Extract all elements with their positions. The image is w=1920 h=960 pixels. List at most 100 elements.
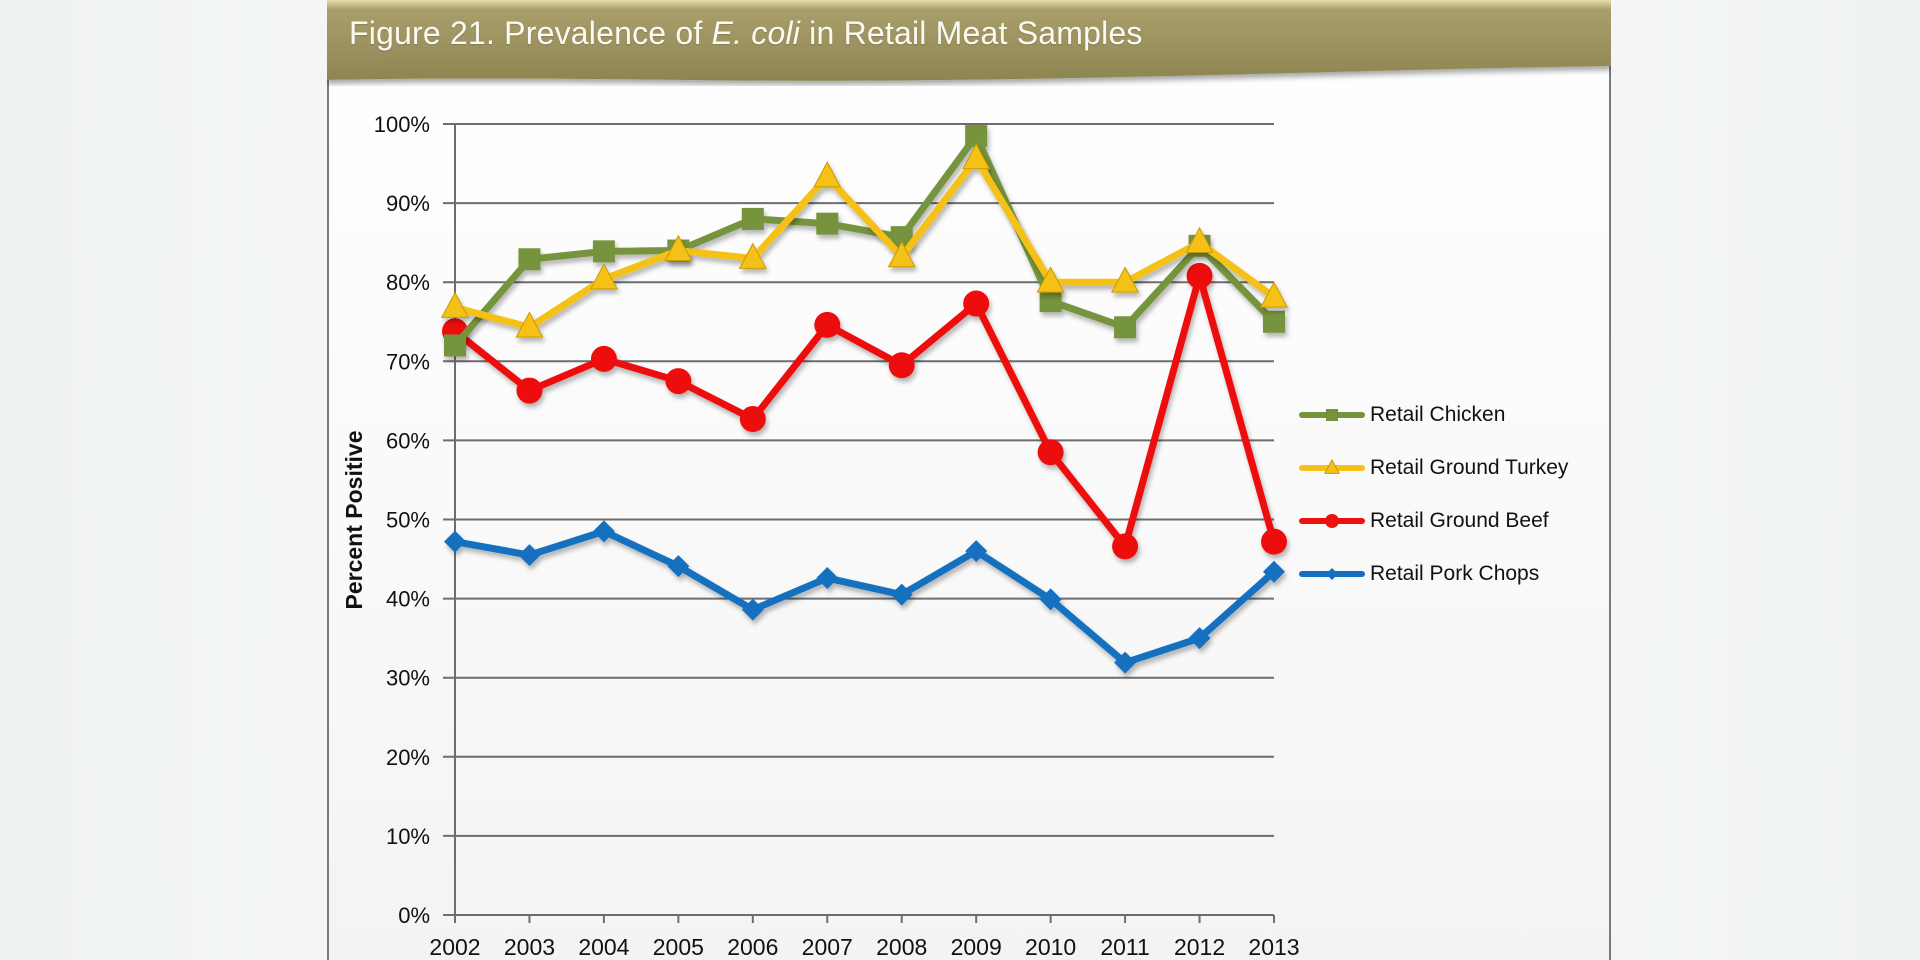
- data-point: [741, 598, 764, 621]
- x-tick-label: 2003: [504, 934, 555, 960]
- data-point: [444, 334, 466, 357]
- data-point: [1112, 533, 1139, 560]
- data-point: [444, 530, 466, 553]
- data-point: [592, 240, 615, 263]
- data-point: [1263, 560, 1285, 583]
- legend-item: Retail Ground Turkey: [1298, 441, 1618, 494]
- data-point: [589, 263, 618, 290]
- legend-item: Retail Chicken: [1298, 388, 1618, 441]
- y-tick-label: 60%: [386, 428, 430, 453]
- legend-label: Retail Ground Beef: [1370, 508, 1549, 532]
- legend-marker: [1326, 408, 1338, 421]
- y-tick-label: 50%: [386, 508, 430, 533]
- legend-swatch: [1299, 567, 1365, 580]
- data-point: [1114, 651, 1137, 674]
- legend-label: Retail Ground Turkey: [1370, 455, 1569, 479]
- data-point: [667, 555, 690, 578]
- y-tick-label: 80%: [386, 270, 430, 295]
- series-retail-pork-chops: [444, 520, 1285, 674]
- data-point: [739, 406, 766, 433]
- series-retail-ground-beef: [442, 262, 1287, 560]
- legend-swatch: [1299, 408, 1365, 421]
- x-tick-label: 2009: [951, 934, 1002, 960]
- x-tick-label: 2004: [578, 934, 629, 960]
- data-point: [1188, 627, 1211, 650]
- legend-marker: [1323, 458, 1341, 474]
- data-point: [1036, 266, 1065, 293]
- y-tick-label: 10%: [386, 824, 430, 849]
- figure-title: Figure 21. Prevalence of E. coli in Reta…: [349, 8, 1143, 58]
- data-point: [816, 567, 839, 590]
- data-point: [1039, 290, 1062, 313]
- legend-label: Retail Pork Chops: [1370, 561, 1540, 585]
- data-point: [1259, 281, 1289, 308]
- x-tick-label: 2012: [1174, 934, 1225, 960]
- data-point: [1111, 266, 1140, 293]
- data-point: [518, 544, 541, 567]
- legend-label: Retail Chicken: [1370, 402, 1506, 426]
- data-point: [518, 248, 541, 271]
- data-point: [741, 207, 764, 230]
- series-line: [452, 272, 1278, 550]
- data-point: [665, 368, 692, 395]
- data-point: [516, 377, 543, 404]
- title-suffix: in Retail Meat Samples: [800, 15, 1143, 51]
- data-point: [813, 161, 842, 188]
- legend-item: Retail Pork Chops: [1298, 547, 1618, 600]
- legend-marker: [1326, 567, 1338, 580]
- y-tick-label: 100%: [374, 112, 430, 137]
- data-point: [1039, 588, 1062, 611]
- x-tick-label: 2007: [802, 934, 853, 960]
- data-point: [890, 583, 913, 606]
- data-point: [515, 311, 544, 338]
- data-point: [816, 212, 839, 235]
- data-point: [888, 352, 915, 379]
- y-tick-label: 30%: [386, 666, 430, 691]
- data-point: [965, 124, 988, 147]
- data-point: [965, 540, 988, 563]
- data-point: [590, 345, 617, 372]
- series-retail-ground-turkey: [440, 142, 1289, 338]
- legend-item: Retail Ground Beef: [1298, 494, 1618, 547]
- data-point: [963, 290, 990, 317]
- data-point: [440, 291, 470, 318]
- y-axis-label: Percent Positive: [341, 431, 367, 610]
- data-point: [1114, 316, 1137, 339]
- x-tick-label: 2013: [1248, 934, 1299, 960]
- series-retail-chicken: [444, 124, 1285, 357]
- title-italic-organism: E. coli: [711, 15, 801, 51]
- data-point: [962, 142, 991, 170]
- series-line: [454, 527, 1277, 667]
- x-tick-label: 2008: [876, 934, 927, 960]
- x-tick-label: 2002: [429, 934, 480, 960]
- x-tick-label: 2006: [727, 934, 778, 960]
- legend-swatch: [1299, 513, 1365, 528]
- y-tick-label: 70%: [386, 349, 430, 374]
- y-tick-label: 90%: [386, 191, 430, 216]
- data-point: [890, 226, 913, 249]
- x-axis: 2002 2003 2004 2005 2006 2007 2008 2009 2010 2011…: [429, 915, 1300, 960]
- data-point: [887, 240, 916, 268]
- legend-swatch: [1299, 458, 1365, 474]
- data-point: [1037, 439, 1064, 466]
- data-point: [664, 234, 693, 261]
- data-point: [1186, 262, 1213, 289]
- data-point: [1185, 226, 1214, 254]
- series-line: [452, 132, 1277, 348]
- title-prefix: Figure 21. Prevalence of: [349, 15, 712, 51]
- title-banner: Figure 21. Prevalence of E. coli in Reta…: [327, 0, 1611, 86]
- y-tick-label: 0%: [398, 903, 430, 928]
- y-tick-label: 20%: [386, 745, 430, 770]
- legend-marker: [1325, 513, 1339, 528]
- data-point: [814, 311, 841, 338]
- data-point: [1261, 528, 1287, 555]
- banner-shape: [327, 0, 1611, 81]
- y-gridlines: 0% 10% 20% 30% 40% 50% 60% 70% 80% 90% 100%: [374, 112, 1274, 928]
- y-tick-label: 40%: [386, 587, 430, 612]
- data-point: [738, 242, 767, 269]
- data-point: [592, 520, 615, 543]
- x-tick-label: 2011: [1100, 934, 1149, 960]
- x-tick-label: 2005: [653, 934, 704, 960]
- x-tick-label: 2010: [1025, 934, 1076, 960]
